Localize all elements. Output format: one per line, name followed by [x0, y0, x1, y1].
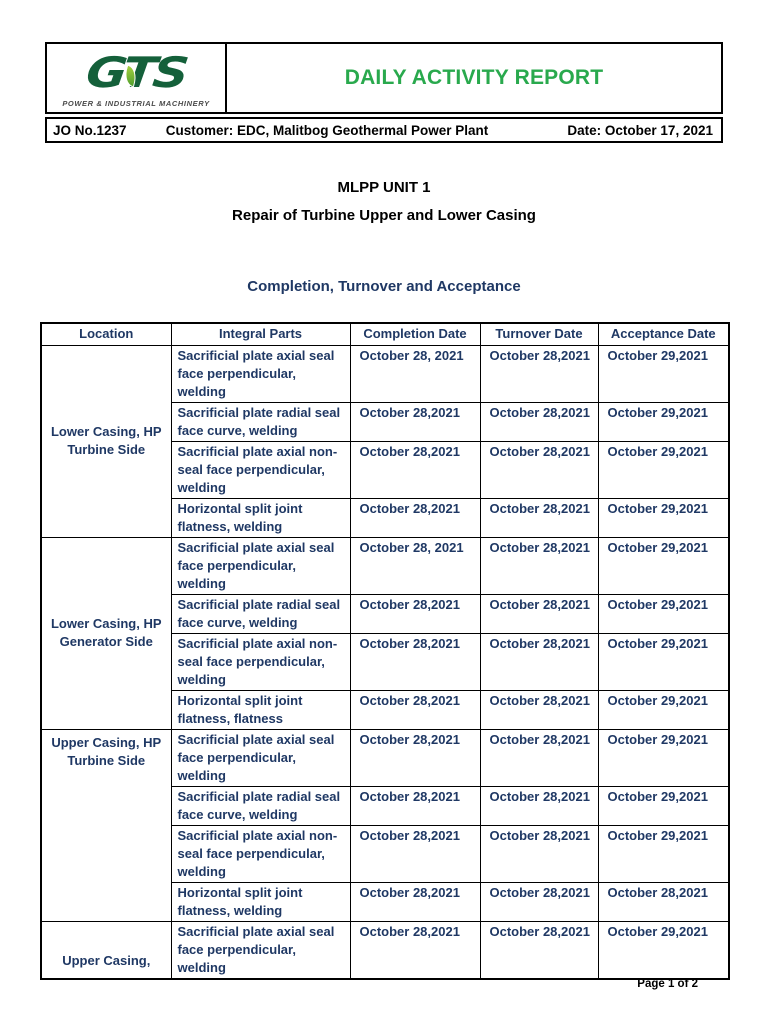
completion-date-cell: October 28,2021 — [349, 785, 481, 826]
turnover-date-cell: October 28,2021 — [479, 344, 599, 403]
completion-date-cell: October 28,2021 — [349, 824, 481, 883]
company-logo: GTS POWER & INDUSTRIAL MACHINERY — [47, 44, 227, 112]
table-row: Sacrificial plate radial seal face curve… — [41, 593, 730, 634]
completion-date-cell: October 28,2021 — [349, 497, 481, 538]
acceptance-date-cell: October 28,2021 — [597, 881, 730, 922]
acceptance-date-cell: October 29,2021 — [597, 689, 730, 730]
column-header-completion-date: Completion Date — [349, 322, 481, 346]
completion-date-cell: October 28,2021 — [349, 440, 481, 499]
table-row: Horizontal split joint flatness, flatnes… — [41, 689, 730, 730]
page-number: Page 1 of 2 — [637, 978, 698, 990]
completion-date-cell: October 28,2021 — [349, 920, 481, 979]
column-header-integral-parts: Integral Parts — [170, 322, 351, 346]
table-row: Sacrificial plate axial non-seal face pe… — [41, 440, 730, 499]
location-cell: Lower Casing, HP Generator Side — [40, 536, 172, 730]
turnover-date-cell: October 28,2021 — [479, 689, 599, 730]
integral-part-cell: Sacrificial plate axial non-seal face pe… — [170, 440, 351, 499]
location-cell: Upper Casing, — [40, 920, 172, 979]
unit-title: MLPP UNIT 1 — [337, 179, 431, 196]
turnover-date-cell: October 28,2021 — [479, 920, 599, 979]
acceptance-date-cell: October 29,2021 — [597, 728, 730, 787]
table-row: Horizontal split joint flatness, welding… — [41, 497, 730, 538]
acceptance-date-cell: October 29,2021 — [597, 593, 730, 634]
customer-label: Customer: EDC, Malitbog Geothermal Power… — [165, 122, 489, 138]
completion-date-cell: October 28, 2021 — [349, 344, 481, 403]
job-info-bar: JO No.1237 Customer: EDC, Malitbog Geoth… — [45, 117, 723, 143]
gts-logo-text: GTS — [83, 48, 189, 97]
completion-table: Location Integral Parts Completion Date … — [40, 322, 730, 980]
table-row: Sacrificial plate radial seal face curve… — [41, 401, 730, 442]
jo-number: JO No.1237 — [53, 122, 127, 138]
acceptance-date-cell: October 29,2021 — [597, 785, 730, 826]
integral-part-cell: Sacrificial plate axial seal face perpen… — [170, 920, 351, 979]
integral-part-cell: Sacrificial plate axial seal face perpen… — [170, 344, 351, 403]
completion-date-cell: October 28,2021 — [349, 632, 481, 691]
table-row: Upper Casing, Sacrificial plate axial se… — [40, 920, 730, 979]
report-header: GTS POWER & INDUSTRIAL MACHINERY DAILY A… — [45, 42, 723, 114]
turnover-date-cell: October 28,2021 — [479, 632, 599, 691]
report-title-cell: DAILY ACTIVITY REPORT — [227, 44, 721, 112]
completion-date-cell: October 28,2021 — [349, 881, 481, 922]
completion-date-cell: October 28, 2021 — [349, 536, 481, 595]
column-header-acceptance-date: Acceptance Date — [597, 322, 730, 346]
acceptance-date-cell: October 29,2021 — [597, 344, 730, 403]
column-header-location: Location — [40, 322, 172, 346]
completion-date-cell: October 28,2021 — [349, 689, 481, 730]
integral-part-cell: Sacrificial plate radial seal face curve… — [170, 401, 351, 442]
acceptance-date-cell: October 29,2021 — [597, 824, 730, 883]
table-row: Upper Casing, HP Turbine Side Sacrificia… — [40, 728, 730, 922]
acceptance-date-cell: October 29,2021 — [597, 440, 730, 499]
acceptance-date-cell: October 29,2021 — [597, 401, 730, 442]
table-row: Lower Casing, HP Turbine Side Sacrificia… — [40, 344, 730, 538]
integral-part-cell: Horizontal split joint flatness, welding — [170, 497, 351, 538]
acceptance-date-cell: October 29,2021 — [597, 920, 730, 979]
job-description-title: Repair of Turbine Upper and Lower Casing — [232, 207, 536, 224]
report-date: Date: October 17, 2021 — [567, 122, 713, 138]
acceptance-date-cell: October 29,2021 — [597, 536, 730, 595]
table-row: Lower Casing, HP Generator Side Sacrific… — [40, 536, 730, 730]
turnover-date-cell: October 28,2021 — [479, 497, 599, 538]
turnover-date-cell: October 28,2021 — [479, 401, 599, 442]
logo-tagline: POWER & INDUSTRIAL MACHINERY — [62, 99, 210, 108]
section-title: Completion, Turnover and Acceptance — [247, 278, 521, 295]
turnover-date-cell: October 28,2021 — [479, 881, 599, 922]
integral-part-cell: Sacrificial plate axial non-seal face pe… — [170, 632, 351, 691]
integral-part-cell: Sacrificial plate radial seal face curve… — [170, 593, 351, 634]
table-row: Sacrificial plate axial non-seal face pe… — [41, 824, 730, 883]
integral-part-cell: Horizontal split joint flatness, flatnes… — [170, 689, 351, 730]
turnover-date-cell: October 28,2021 — [479, 536, 599, 595]
integral-part-cell: Horizontal split joint flatness, welding — [170, 881, 351, 922]
integral-part-cell: Sacrificial plate axial seal face perpen… — [170, 536, 351, 595]
turnover-date-cell: October 28,2021 — [479, 728, 599, 787]
acceptance-date-cell: October 29,2021 — [597, 632, 730, 691]
integral-part-cell: Sacrificial plate axial seal face perpen… — [170, 728, 351, 787]
turnover-date-cell: October 28,2021 — [479, 824, 599, 883]
completion-date-cell: October 28,2021 — [349, 593, 481, 634]
integral-part-cell: Sacrificial plate axial non-seal face pe… — [170, 824, 351, 883]
completion-date-cell: October 28,2021 — [349, 401, 481, 442]
turnover-date-cell: October 28,2021 — [479, 440, 599, 499]
location-cell: Upper Casing, HP Turbine Side — [40, 728, 172, 922]
table-row: Horizontal split joint flatness, welding… — [41, 881, 730, 922]
completion-date-cell: October 28,2021 — [349, 728, 481, 787]
location-cell: Lower Casing, HP Turbine Side — [40, 344, 172, 538]
gts-logo: GTS — [84, 48, 189, 97]
turnover-date-cell: October 28,2021 — [479, 785, 599, 826]
acceptance-date-cell: October 29,2021 — [597, 497, 730, 538]
turnover-date-cell: October 28,2021 — [479, 593, 599, 634]
report-title: DAILY ACTIVITY REPORT — [344, 66, 604, 89]
table-header-row: Location Integral Parts Completion Date … — [40, 322, 730, 346]
table-row: Sacrificial plate axial non-seal face pe… — [41, 632, 730, 691]
column-header-turnover-date: Turnover Date — [479, 322, 599, 346]
integral-part-cell: Sacrificial plate radial seal face curve… — [170, 785, 351, 826]
